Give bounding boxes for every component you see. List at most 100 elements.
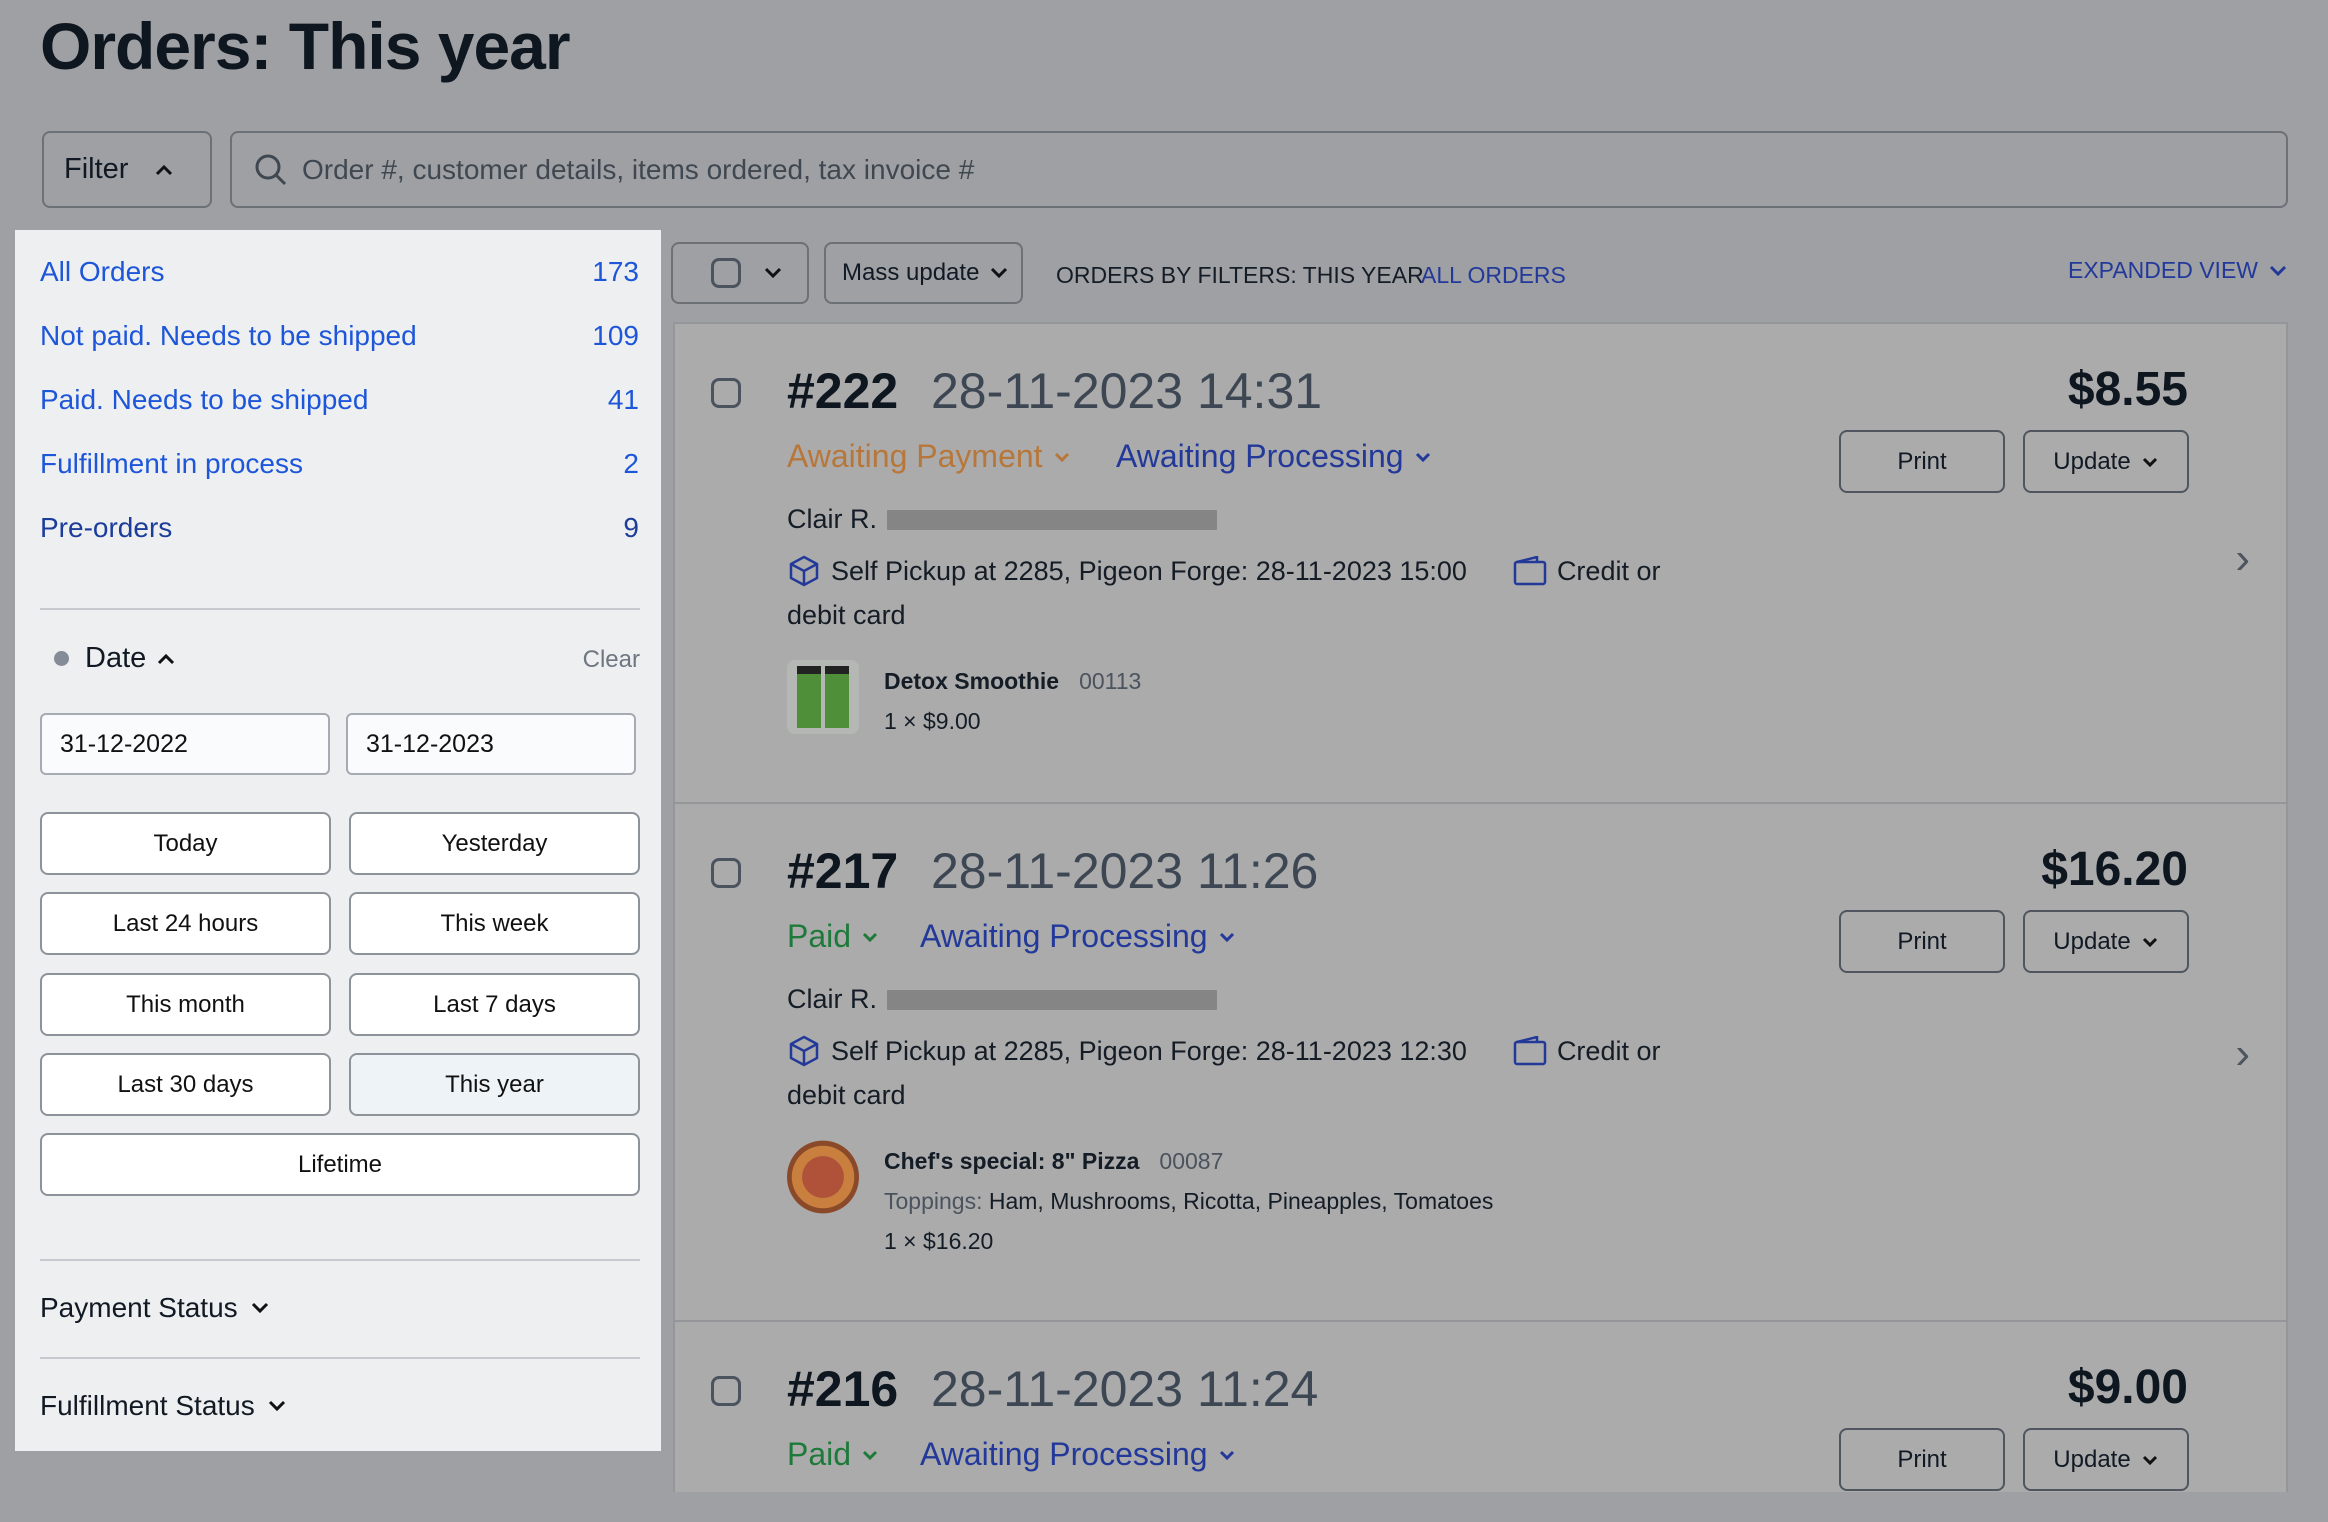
order-date: 28-11-2023 11:24 xyxy=(931,1361,1319,1417)
order-date: 28-11-2023 14:31 xyxy=(931,363,1323,419)
package-icon xyxy=(789,555,819,587)
order-checkbox[interactable] xyxy=(711,858,741,888)
product-image xyxy=(787,660,859,734)
update-button[interactable]: Update xyxy=(2023,910,2189,973)
order-card[interactable]: #222 28-11-2023 14:31 $8.55 Awaiting Pay… xyxy=(675,324,2286,804)
filter-button[interactable]: Filter xyxy=(42,131,212,208)
all-orders-link[interactable]: ALL ORDERS xyxy=(1421,262,1566,288)
preset-today[interactable]: Today xyxy=(40,812,331,875)
date-to-input[interactable]: 31-12-2023 xyxy=(346,713,636,775)
order-card[interactable]: #217 28-11-2023 11:26 $16.20 Paid Awaiti… xyxy=(675,804,2286,1322)
date-from-input[interactable]: 31-12-2022 xyxy=(40,713,330,775)
payment-status-dropdown[interactable]: Paid xyxy=(787,918,879,955)
sidebar-item-all-orders[interactable]: All Orders 173 xyxy=(40,256,639,288)
preset-lifetime[interactable]: Lifetime xyxy=(40,1133,640,1196)
order-total: $8.55 xyxy=(2067,363,2188,416)
sidebar-item-fulfillment[interactable]: Fulfillment in process 2 xyxy=(40,448,639,480)
wallet-icon xyxy=(1513,1036,1547,1066)
item-name[interactable]: Detox Smoothie 00113 xyxy=(884,668,1141,695)
item-sku: 00087 xyxy=(1159,1148,1224,1174)
filter-label: Filter xyxy=(64,153,129,185)
preset-this-week[interactable]: This week xyxy=(349,892,640,955)
chevron-down-icon xyxy=(991,267,1008,279)
order-total: $9.00 xyxy=(2067,1361,2188,1414)
select-all-dropdown[interactable] xyxy=(671,242,809,304)
product-image xyxy=(787,1140,859,1214)
order-card[interactable]: #216 28-11-2023 11:24 $9.00 Paid Awaitin… xyxy=(675,1322,2286,1522)
order-checkbox[interactable] xyxy=(711,378,741,408)
search-icon xyxy=(255,154,287,185)
item-qty: 1 × $9.00 xyxy=(884,708,981,734)
update-button[interactable]: Update xyxy=(2023,1428,2189,1491)
chevron-down-icon xyxy=(1219,932,1234,942)
shipping-info: Self Pickup at 2285, Pigeon Forge: 28-11… xyxy=(831,1035,1467,1066)
search-placeholder: Order #, customer details, items ordered… xyxy=(302,153,975,185)
redacted-email xyxy=(887,509,1218,530)
order-number[interactable]: #216 xyxy=(787,1361,899,1417)
preset-this-month[interactable]: This month xyxy=(40,973,331,1036)
order-number[interactable]: #217 xyxy=(787,843,899,899)
mass-update-label: Mass update xyxy=(842,259,980,286)
chevron-down-icon xyxy=(2269,265,2287,276)
order-number[interactable]: #222 xyxy=(787,363,899,419)
sidebar-item-paid[interactable]: Paid. Needs to be shipped 41 xyxy=(40,384,639,416)
item-label: Pre-orders xyxy=(40,512,173,543)
preset-last-7-days[interactable]: Last 7 days xyxy=(349,973,640,1036)
chevron-up-icon xyxy=(158,653,175,664)
sidebar-item-pre-orders[interactable]: Pre-orders 9 xyxy=(40,512,639,544)
order-total: $16.20 xyxy=(2041,843,2188,896)
print-button[interactable]: Print xyxy=(1839,1428,2005,1491)
clear-date-link[interactable]: Clear xyxy=(582,646,640,673)
mass-update-button[interactable]: Mass update xyxy=(824,242,1023,304)
chevron-down-icon xyxy=(268,1400,285,1412)
chevron-down-icon xyxy=(862,1450,878,1460)
chevron-right-icon[interactable]: › xyxy=(2235,534,2250,583)
chevron-down-icon xyxy=(1219,1450,1234,1460)
toppings-value: Ham, Mushrooms, Ricotta, Pineapples, Tom… xyxy=(988,1188,1494,1214)
payment-status-dropdown[interactable]: Paid xyxy=(787,1436,879,1473)
item-count: 109 xyxy=(592,320,639,351)
print-button[interactable]: Print xyxy=(1839,430,2005,493)
print-button[interactable]: Print xyxy=(1839,910,2005,973)
preset-last-30-days[interactable]: Last 30 days xyxy=(40,1053,331,1116)
view-label: EXPANDED VIEW xyxy=(2068,257,2258,283)
item-name[interactable]: Chef's special: 8" Pizza 00087 xyxy=(884,1148,1223,1175)
fulfillment-status-dropdown[interactable]: Awaiting Processing xyxy=(1116,438,1432,475)
date-label: Date xyxy=(85,642,147,674)
fulfillment-status-dropdown[interactable]: Awaiting Processing xyxy=(920,918,1236,955)
item-title: Chef's special: 8" Pizza xyxy=(884,1148,1140,1174)
fulfillment-status-dropdown[interactable]: Awaiting Processing xyxy=(920,1436,1236,1473)
preset-this-year[interactable]: This year xyxy=(349,1053,640,1116)
status-label: Awaiting Processing xyxy=(920,918,1208,954)
payment-status-dropdown[interactable]: Awaiting Payment xyxy=(787,438,1071,475)
chevron-down-icon xyxy=(251,1302,268,1314)
date-filter-toggle[interactable]: Date xyxy=(40,642,176,675)
item-title: Detox Smoothie xyxy=(884,668,1060,694)
preset-last-24-hours[interactable]: Last 24 hours xyxy=(40,892,331,955)
preset-yesterday[interactable]: Yesterday xyxy=(349,812,640,875)
payment-method: Credit or xyxy=(1556,1035,1661,1066)
payment-status-toggle[interactable]: Payment Status xyxy=(40,1292,270,1324)
view-toggle[interactable]: EXPANDED VIEW xyxy=(2068,257,2288,284)
chevron-right-icon[interactable]: › xyxy=(2235,1029,2250,1078)
status-label: Paid xyxy=(787,918,852,954)
payment-method-cont: debit card xyxy=(787,1080,906,1110)
orders-list: #222 28-11-2023 14:31 $8.55 Awaiting Pay… xyxy=(673,322,2288,1492)
package-icon xyxy=(789,1035,819,1067)
shipping-line: Self Pickup at 2285, Pigeon Forge: 28-11… xyxy=(787,554,1660,588)
customer-name: Clair R. xyxy=(787,504,878,534)
chevron-down-icon xyxy=(862,932,878,942)
divider xyxy=(40,1357,640,1359)
status-label: Awaiting Processing xyxy=(1116,438,1404,474)
fulfillment-status-toggle[interactable]: Fulfillment Status xyxy=(40,1390,287,1422)
chevron-up-icon xyxy=(156,164,173,175)
sidebar-item-not-paid[interactable]: Not paid. Needs to be shipped 109 xyxy=(40,320,639,352)
order-checkbox[interactable] xyxy=(711,1376,741,1406)
page-title: Orders: This year xyxy=(40,9,571,83)
customer-line: Clair R. xyxy=(787,504,1218,535)
item-count: 9 xyxy=(623,512,639,543)
update-button[interactable]: Update xyxy=(2023,430,2189,493)
section-label: Fulfillment Status xyxy=(40,1390,255,1421)
search-input[interactable]: Order #, customer details, items ordered… xyxy=(230,131,2288,208)
chevron-down-icon xyxy=(2142,1455,2157,1465)
